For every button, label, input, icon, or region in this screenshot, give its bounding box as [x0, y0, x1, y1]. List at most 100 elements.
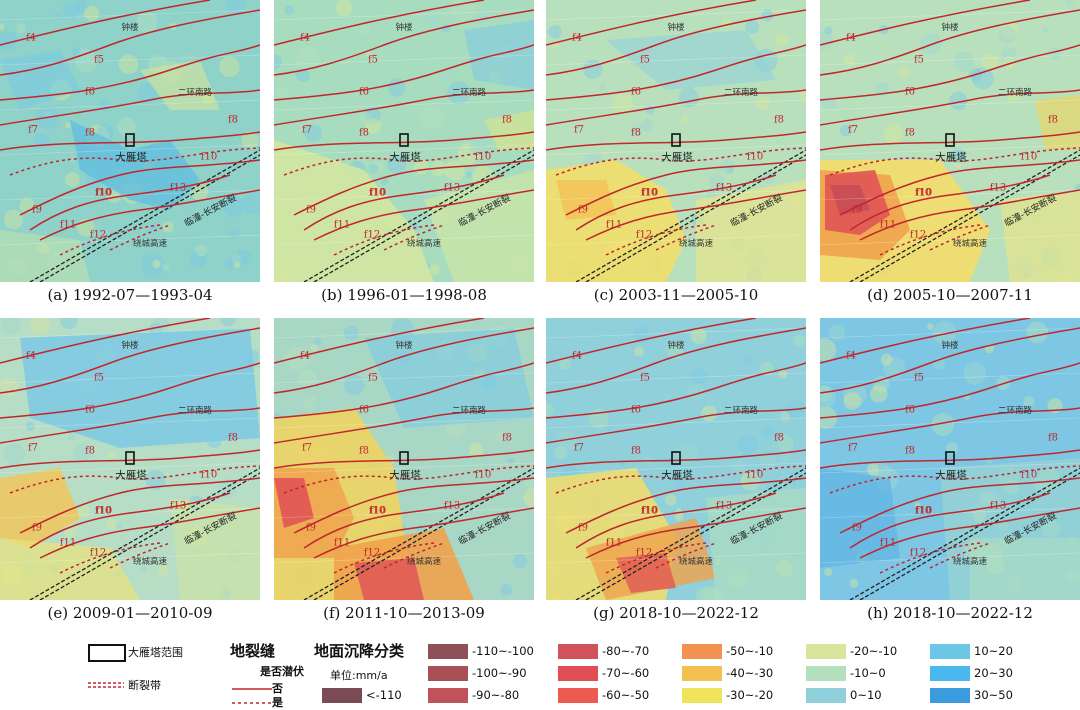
texture-patch — [1026, 321, 1049, 343]
map-panel: 钟楼 二环南路 大雁塔 临潼-长安断裂 绕城高速 f4 f5 f6 f7 f8 f8 f10 f10 f1… — [0, 0, 260, 310]
fault-label: f10 — [914, 505, 932, 517]
bell-tower-label: 钟楼 — [941, 341, 959, 351]
fault-label: f13 — [989, 500, 1007, 512]
fault-label: f4 — [845, 350, 857, 362]
texture-patch — [931, 412, 955, 436]
texture-patch — [25, 421, 35, 431]
ground-fissure — [820, 89, 1080, 126]
hidden-ground-fissure — [605, 542, 707, 574]
subsidence-zone — [170, 498, 260, 600]
texture-patch — [480, 91, 490, 101]
road-line — [0, 462, 260, 474]
ground-fissure — [274, 318, 485, 364]
ground-fissure — [274, 362, 534, 419]
fault-label: f12 — [635, 547, 653, 559]
fault-zone-line — [859, 154, 1080, 282]
texture-patch — [780, 411, 791, 422]
road-line — [274, 99, 534, 111]
ground-fissure — [0, 449, 260, 469]
fault-label: f7 — [573, 124, 585, 136]
texture-patch — [1048, 46, 1062, 61]
texture-patch — [548, 25, 562, 39]
subsidence-class-swatch — [682, 688, 722, 703]
fault-label: f7 — [573, 442, 585, 454]
texture-patch — [664, 494, 677, 506]
fault-zone-line — [585, 472, 806, 600]
fault-label: f10 — [915, 505, 933, 517]
texture-patch — [927, 323, 934, 330]
subsidence-class-swatch — [428, 666, 468, 681]
fault-label: f9 — [305, 204, 317, 216]
fault-zone-line — [39, 154, 260, 282]
texture-patch — [828, 324, 845, 341]
texture-patch — [465, 171, 473, 179]
ground-fissure — [0, 131, 260, 151]
texture-patch — [1001, 20, 1019, 39]
dayanta-range-box — [125, 133, 135, 147]
texture-patch — [674, 512, 684, 522]
texture-patch — [1014, 172, 1024, 181]
fault-label: f4 — [25, 32, 37, 44]
ground-fissure — [546, 327, 806, 394]
texture-patch — [285, 346, 309, 371]
dayanta-range-box — [399, 133, 409, 147]
subsidence-class-label: -60~-50 — [602, 688, 650, 702]
texture-patch — [632, 124, 643, 136]
texture-patch — [634, 346, 644, 357]
texture-patch — [442, 69, 456, 83]
ground-fissure — [820, 362, 1080, 419]
road-line — [0, 552, 260, 564]
subsidence-zone — [0, 230, 90, 282]
texture-patch — [1023, 396, 1035, 408]
texture-patch — [225, 0, 246, 15]
fault-label: f10 — [641, 187, 659, 199]
fault-label: f11 — [333, 219, 351, 231]
map-raster — [0, 0, 260, 282]
texture-patch — [139, 573, 160, 594]
map-panel: 钟楼 二环南路 大雁塔 临潼-长安断裂 绕城高速 f4 f5 f6 f7 f8 f8 f10 f10 f1… — [0, 318, 260, 628]
texture-patch — [295, 68, 310, 83]
dayanta-range-box — [945, 451, 955, 465]
texture-patch — [76, 504, 90, 517]
texture-patch — [223, 195, 245, 218]
texture-patch — [686, 384, 705, 403]
subsidence-class-swatch — [558, 666, 598, 681]
hidden-ground-fissure — [59, 224, 161, 256]
ground-fissure — [575, 174, 777, 231]
fault-label: f6 — [358, 404, 370, 416]
ground-fissure — [293, 477, 534, 534]
dayanta-range-box — [671, 451, 681, 465]
texture-patch — [495, 432, 505, 442]
ground-fissure — [0, 327, 260, 394]
texture-patch — [726, 166, 735, 174]
fault-label: f10 — [746, 469, 764, 481]
texture-patch — [618, 459, 626, 467]
texture-patch — [1072, 330, 1080, 341]
subsidence-class-label: -70~-60 — [602, 666, 650, 680]
texture-patch — [235, 249, 252, 266]
texture-patch — [113, 513, 124, 525]
ground-fissure — [546, 449, 806, 469]
fault-label: f12 — [363, 547, 381, 559]
texture-patch — [56, 440, 75, 459]
map-panel: 钟楼 二环南路 大雁塔 临潼-长安断裂 绕城高速 f4 f5 f6 f7 f8 f8 f10 f10 f1… — [820, 318, 1080, 628]
texture-patch — [963, 362, 987, 385]
texture-patch — [696, 586, 718, 600]
texture-patch — [756, 96, 771, 111]
subsidence-zone — [706, 488, 806, 600]
texture-patch — [105, 518, 118, 530]
road-line — [820, 552, 1080, 564]
ground-fissure — [274, 327, 534, 394]
fissure-solid-swatch — [232, 688, 272, 690]
texture-patch — [274, 54, 282, 70]
subsidence-class-label: 10~20 — [974, 644, 1013, 658]
fault-label: f10 — [94, 187, 112, 199]
fault-label: f7 — [27, 124, 39, 136]
ground-fissure — [0, 9, 260, 76]
hidden-ground-fissure — [929, 542, 991, 569]
texture-patch — [546, 403, 554, 416]
fault-label: f10 — [474, 469, 492, 481]
texture-patch — [64, 122, 71, 129]
fault-label: f10 — [640, 187, 658, 199]
texture-patch — [824, 26, 833, 35]
